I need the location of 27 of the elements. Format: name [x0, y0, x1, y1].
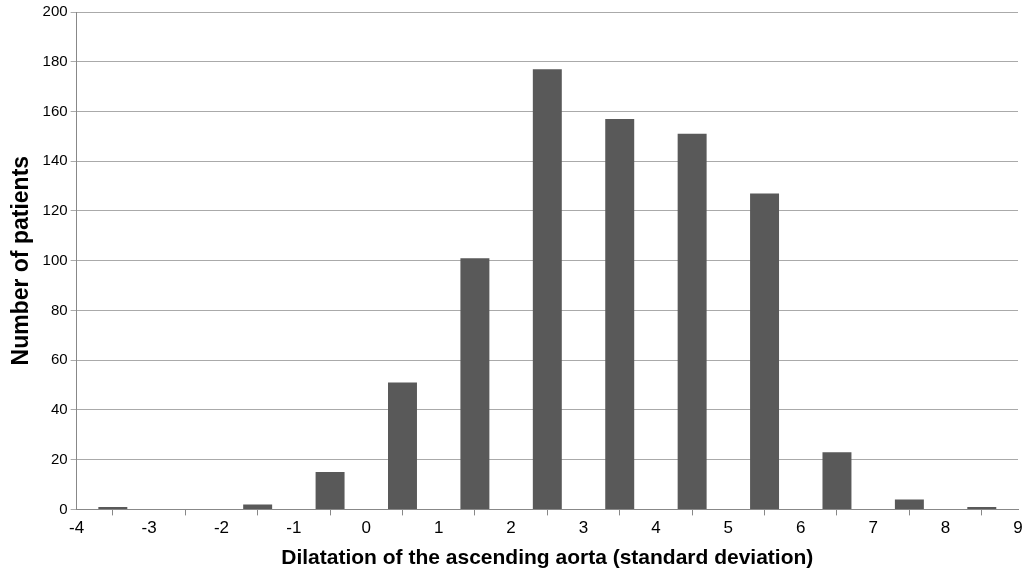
x-tick-label: 9 [1013, 518, 1023, 538]
y-tick-label: 60 [50, 350, 68, 368]
x-tick-label: 3 [578, 518, 589, 538]
y-axis-title: Number of patients [7, 155, 34, 366]
x-tick-label: 1 [433, 518, 444, 538]
x-axis-title: Dilatation of the ascending aorta (standard deviation) [281, 545, 814, 569]
x-tick-label: 2 [506, 518, 516, 538]
y-tick-label: 200 [42, 2, 68, 20]
x-tick-label: -2 [213, 518, 230, 538]
x-tick-label: 6 [796, 518, 806, 538]
x-tick-label: 4 [651, 518, 661, 538]
x-tick-label: 8 [940, 518, 951, 538]
y-tick-label: 180 [42, 51, 68, 69]
y-tick-label: 100 [42, 250, 68, 268]
x-tick-label: -4 [69, 518, 85, 538]
y-tick-label: 20 [50, 449, 68, 467]
y-tick-label: 40 [50, 400, 68, 418]
y-tick-label: 160 [42, 101, 68, 119]
x-tick-label: 7 [868, 518, 878, 538]
y-tick-label: 0 [59, 499, 68, 517]
x-tick-label: -3 [141, 518, 157, 538]
y-tick-label: 140 [42, 151, 68, 169]
x-tick-label: 0 [361, 518, 372, 538]
y-tick-label: 80 [50, 300, 68, 318]
x-tick-label: 5 [723, 518, 734, 538]
y-tick-label: 120 [42, 201, 68, 219]
x-tick-label: -1 [286, 518, 302, 538]
